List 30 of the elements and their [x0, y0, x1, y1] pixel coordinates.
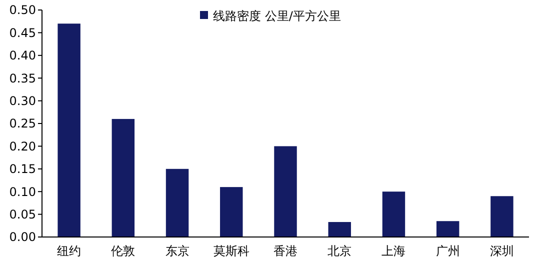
bar	[490, 196, 514, 237]
y-tick-label: 0.05	[9, 208, 36, 222]
x-tick-label: 北京	[328, 244, 352, 258]
y-tick-label: 0.15	[9, 162, 36, 176]
x-tick-label: 莫斯科	[213, 244, 250, 258]
bar	[166, 168, 189, 237]
bar	[436, 221, 460, 237]
y-tick-label: 0.40	[9, 48, 36, 63]
bar	[382, 192, 406, 237]
legend-label: 线路密度 公里/平方公里	[213, 9, 341, 24]
bar	[112, 118, 135, 237]
x-tick-label: 纽约	[57, 244, 82, 258]
x-tick-label: 上海	[382, 244, 406, 258]
x-tick-label: 香港	[274, 244, 298, 258]
y-tick-label: 0.45	[9, 26, 36, 40]
y-tick-label: 0.50	[9, 3, 36, 18]
y-tick-label: 0.30	[9, 94, 36, 108]
x-tick-label: 东京	[165, 244, 190, 258]
y-tick-label: 0.10	[9, 184, 36, 199]
y-tick-label: 0.35	[9, 71, 36, 86]
y-tick-label: 0.20	[9, 139, 36, 154]
y-tick-label: 0.25	[9, 116, 36, 131]
x-tick-label: 广州	[436, 244, 460, 258]
x-tick-label: 伦敦	[111, 244, 136, 258]
bar	[274, 146, 297, 237]
x-tick-label: 深圳	[490, 244, 514, 258]
bar	[328, 222, 351, 237]
y-tick-label: 0.00	[9, 230, 36, 244]
bar	[58, 24, 80, 237]
bar	[220, 187, 243, 237]
